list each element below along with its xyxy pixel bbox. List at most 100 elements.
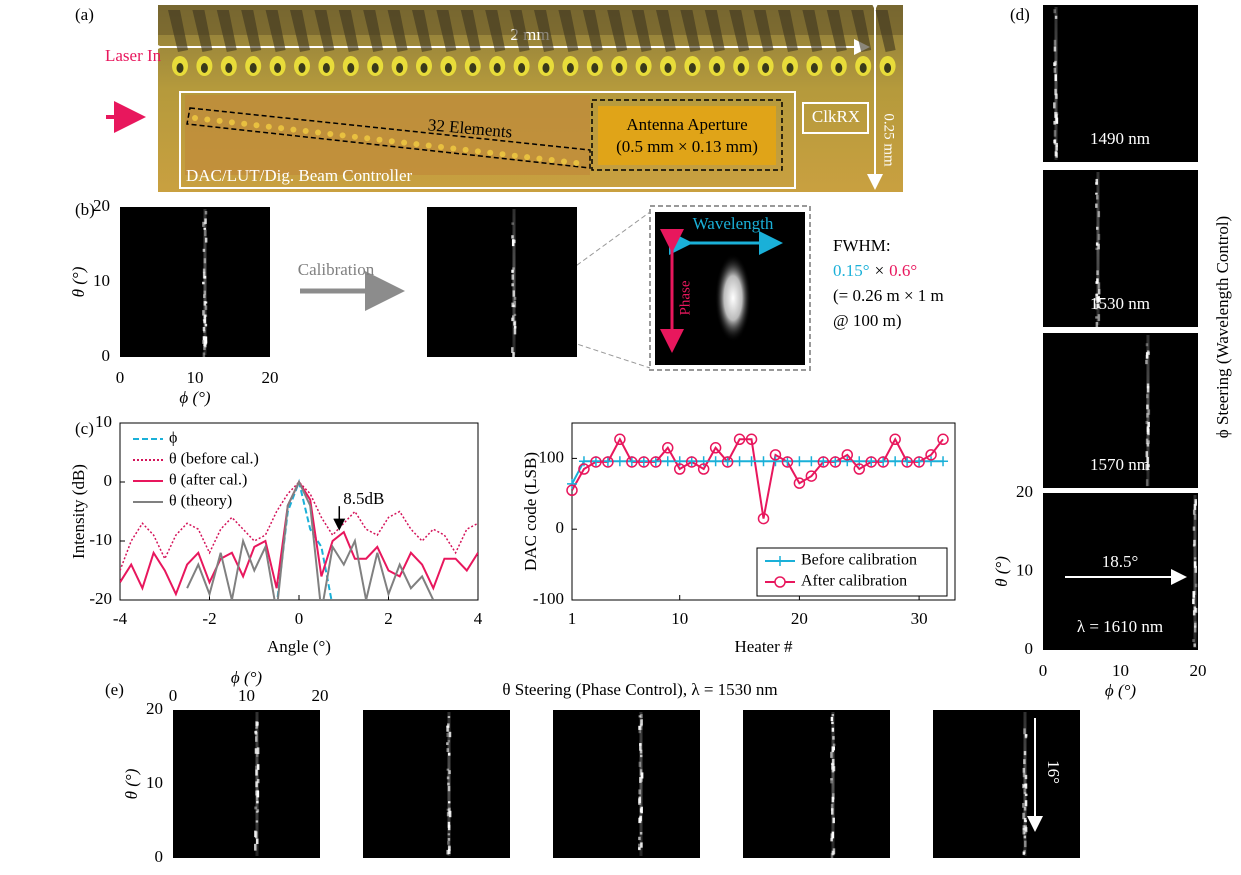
beam-streak <box>1146 335 1150 486</box>
aperture-label: Antenna Aperture <box>626 115 747 134</box>
pad-lead <box>729 10 750 52</box>
x-tick-label: 10 <box>1112 661 1129 680</box>
beam-speckle <box>1024 819 1027 823</box>
pad-lead <box>460 10 481 52</box>
pad-dark <box>859 63 867 73</box>
pad-lead <box>168 10 188 52</box>
pad-lead <box>363 10 384 52</box>
beam-speckle <box>513 327 517 335</box>
beam-speckle <box>1194 607 1198 613</box>
beam-speckle <box>1194 583 1198 588</box>
x-tick-label: 1 <box>568 609 577 628</box>
beam-speckle <box>1054 111 1057 118</box>
beam-speckle <box>639 831 643 835</box>
beam-speckle <box>256 747 260 755</box>
beam-speckle <box>202 221 205 227</box>
wavelength-label: 1570 nm <box>1090 455 1150 474</box>
antenna-element <box>302 128 309 135</box>
data-point <box>626 456 638 468</box>
panel-label: (a) <box>75 5 94 24</box>
beam-speckle <box>638 761 642 767</box>
beam-speckle <box>512 290 516 297</box>
data-point <box>769 449 782 461</box>
data-point <box>590 456 602 468</box>
beam-speckle <box>447 739 451 743</box>
beam-speckle <box>1097 288 1101 295</box>
pad-lead <box>216 10 237 52</box>
beam-speckle <box>512 289 515 297</box>
antenna-element <box>573 159 580 166</box>
beam-speckle <box>1054 88 1057 96</box>
beam-speckle <box>1095 303 1098 310</box>
beam-speckle <box>1055 114 1058 122</box>
fwhm-times: × <box>875 261 885 280</box>
wavelength-label: 1530 nm <box>1090 294 1150 313</box>
data-point <box>722 456 733 467</box>
beam-speckle <box>830 751 833 758</box>
beam-speckle <box>830 716 834 722</box>
data-point <box>638 456 649 467</box>
beam-speckle <box>831 714 835 717</box>
antenna-element <box>265 123 272 130</box>
beam-speckle <box>831 746 835 753</box>
antenna-element <box>327 130 334 137</box>
beam-speckle <box>511 269 514 273</box>
beam-speckle <box>446 732 449 737</box>
beam-speckle <box>255 810 259 813</box>
beam-speckle <box>639 769 643 776</box>
beam-streak <box>203 209 207 355</box>
y-tick-label: 0 <box>556 518 565 537</box>
beam-speckle <box>640 842 643 848</box>
beam-speckle <box>256 800 259 804</box>
beam-speckle <box>1147 428 1150 436</box>
data-point <box>614 456 625 467</box>
beam-speckle <box>1024 840 1027 848</box>
beam-speckle <box>446 808 450 811</box>
antenna-element <box>339 132 346 139</box>
pad-lead <box>558 10 579 52</box>
y-tick-label: 20 <box>1016 482 1033 501</box>
beam-speckle <box>1023 751 1027 756</box>
beam-speckle <box>640 714 643 719</box>
beam-speckle <box>638 843 641 851</box>
beam-speckle <box>1095 322 1099 328</box>
beam-speckle <box>202 281 205 285</box>
beam-speckle <box>1022 772 1026 778</box>
beam-speckle <box>1024 831 1027 834</box>
pad-dark <box>493 63 501 73</box>
wavelength-label: 1490 nm <box>1090 129 1150 148</box>
x-tick-label: 0 <box>295 609 304 628</box>
beam-speckle <box>1053 139 1056 144</box>
data-point <box>673 463 686 475</box>
beam-speckle <box>1146 394 1149 399</box>
beam-speckle <box>1022 812 1025 820</box>
pad-lead <box>509 10 530 52</box>
pad-dark <box>566 63 574 73</box>
antenna-element <box>536 155 543 162</box>
beam-speckle <box>831 796 835 803</box>
beam-speckle <box>1022 851 1026 855</box>
beam-speckle <box>446 748 449 752</box>
beam-speckle <box>1023 759 1026 765</box>
calibration-label: Calibration <box>298 260 375 279</box>
elements-outline <box>186 107 591 169</box>
data-point <box>626 456 637 467</box>
wavelength-title: ϕ Steering (Wavelength Control) <box>1213 216 1232 438</box>
beam-speckle <box>831 808 834 815</box>
beam-speckle <box>832 758 835 766</box>
pad-dark <box>396 63 404 73</box>
chip-region <box>185 95 590 175</box>
y-tick-label: -100 <box>533 589 564 608</box>
antenna-element <box>351 133 358 140</box>
data-point <box>794 456 805 467</box>
data-point <box>567 478 577 489</box>
antenna-element <box>524 154 531 161</box>
beam-speckle <box>1053 102 1056 109</box>
antenna-element <box>425 142 432 149</box>
beam-speckle <box>1023 788 1026 794</box>
pad-dark <box>469 63 477 73</box>
beam-speckle <box>255 736 258 742</box>
antenna-element <box>474 148 481 155</box>
pad-dark <box>786 63 794 73</box>
fwhm-y: 0.6° <box>889 261 917 280</box>
